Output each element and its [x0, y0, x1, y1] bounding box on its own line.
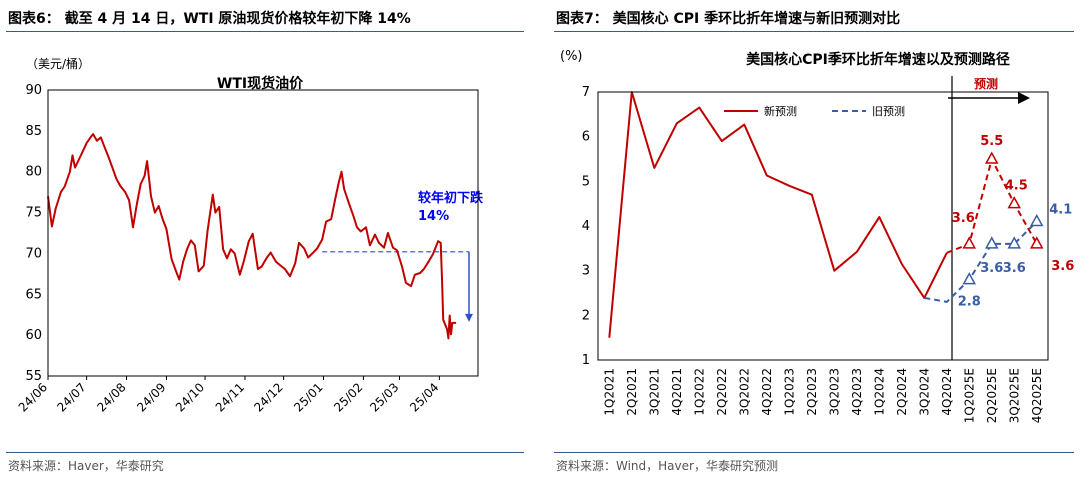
source-note: 资料来源：Haver，华泰研究	[8, 459, 164, 473]
x-tick-label: 3Q2025E	[1007, 368, 1021, 423]
panel-core-cpi: 图表7： 美国核心 CPI 季环比折年增速与新旧预测对比 1 2 3 4 5 6 7 1Q2…	[548, 0, 1080, 480]
y-tick-label: 7	[582, 85, 590, 100]
x-tick-label: 3Q2021	[647, 368, 661, 416]
x-tick-label: 1Q2025E	[962, 368, 976, 423]
y-tick-label: 85	[25, 124, 42, 139]
x-tick-label: 24/06	[16, 380, 50, 414]
title-rule	[6, 31, 524, 32]
new-forecast-label: 5.5	[980, 134, 1003, 149]
x-tick-labels: 1Q2021 2Q2021 3Q2021 4Q2021 1Q2022 2Q2022 3Q20…	[602, 368, 1044, 423]
old-forecast-marker	[962, 272, 977, 285]
y-tick-label: 70	[25, 246, 42, 261]
y-tick-label: 2	[582, 308, 590, 323]
figure-title: 图表6： 截至 4 月 14 日，WTI 原油现货价格较年初下降 14%	[8, 11, 411, 27]
x-tick-label: 24/10	[173, 380, 207, 414]
old-forecast-label: 2.8	[958, 295, 981, 310]
x-tick-label: 24/08	[94, 380, 128, 414]
old-forecast-marker	[984, 236, 999, 249]
x-tick-label: 1Q2022	[692, 368, 706, 416]
y-tick-labels: 55 60 65 70 75 80 85 90	[25, 83, 42, 384]
x-tick-label: 24/09	[134, 380, 168, 414]
old-forecast-label: 3.6	[980, 261, 1003, 276]
x-tick-label: 25/01	[291, 380, 325, 414]
chart-title: 美国核心CPI季环比折年增速以及预测路径	[746, 51, 1010, 68]
x-tick-label: 3Q2023	[827, 368, 841, 416]
chart-title: WTI现货油价	[217, 75, 304, 92]
old-forecast-label: 4.1	[1049, 203, 1072, 218]
x-tick-label: 2Q2023	[805, 368, 819, 416]
new-forecast-marker	[1007, 196, 1022, 209]
forecast-label: 预测	[974, 76, 998, 91]
x-tick-label: 24/11	[213, 380, 247, 414]
y-axis-label: （美元/桶）	[26, 56, 90, 71]
x-tick-label: 1Q2021	[602, 368, 616, 416]
x-tick-label: 1Q2023	[782, 368, 796, 416]
plot-frame	[47, 89, 479, 377]
x-tick-label: 2Q2022	[715, 368, 729, 416]
x-tick-label: 4Q2021	[670, 368, 684, 416]
y-tick-labels: 1 2 3 4 5 6 7	[582, 85, 590, 368]
x-tick-label: 3Q2024	[917, 368, 931, 416]
legend: 新预测 旧预测	[724, 104, 905, 118]
x-tick-label: 2Q2021	[625, 368, 639, 416]
x-tick-label: 25/02	[331, 380, 365, 414]
annotation-text: 较年初下跌	[418, 190, 484, 206]
y-tick-label: 3	[582, 264, 590, 279]
x-tick-label: 24/07	[54, 380, 88, 414]
old-forecast-marker	[1007, 236, 1022, 249]
panel-wti: 图表6： 截至 4 月 14 日，WTI 原油现货价格较年初下降 14% 55 6…	[0, 0, 530, 480]
figure-title: 图表7： 美国核心 CPI 季环比折年增速与新旧预测对比	[556, 11, 901, 27]
forecast-data-labels: 3.65.54.53.62.83.6 3.64.1	[952, 134, 1075, 310]
x-tick-label: 24/12	[251, 380, 285, 414]
new-forecast-marker	[1029, 236, 1044, 249]
new-forecast-label: 4.5	[1005, 179, 1028, 194]
y-tick-label: 6	[582, 130, 590, 145]
y-tick-label: 80	[25, 165, 42, 180]
source-note: 资料来源：Wind，Haver，华泰研究预测	[556, 459, 778, 473]
y-tick-label: 75	[25, 206, 42, 221]
new-forecast-marker	[984, 151, 999, 164]
new-forecast-marker	[962, 236, 977, 249]
actual-line	[608, 91, 948, 338]
wti-price-line	[47, 133, 457, 340]
old-forecast-line	[924, 220, 1038, 303]
x-tick-label: 4Q2023	[850, 368, 864, 416]
y-tick-label: 55	[25, 369, 42, 384]
source-rule	[6, 452, 524, 453]
legend-new-label: 新预测	[764, 104, 797, 118]
new-forecast-label: 3.6	[952, 211, 975, 226]
core-cpi-chart: 1 2 3 4 5 6 7 1Q2021 2Q2021 3Q2021 4Q2021 1Q2022 2Q…	[560, 49, 1075, 423]
y-tick-label: 90	[25, 83, 42, 98]
y-tick-label: 4	[582, 219, 590, 234]
y-tick-label: 5	[582, 174, 590, 189]
x-tick-label: 3Q2022	[737, 368, 751, 416]
old-forecast-label: 3.6	[1003, 261, 1026, 276]
x-tick-label: 4Q2022	[760, 368, 774, 416]
x-tick-label: 4Q2025E	[1030, 368, 1044, 423]
plot-frame	[597, 91, 1049, 361]
x-tick-label: 25/03	[367, 380, 401, 414]
x-tick-label: 2Q2025E	[985, 368, 999, 423]
x-tick-labels: 24/06 24/07 24/08 24/09 24/10 24/11 24/12 25/01…	[16, 376, 441, 415]
annotation-value: 14%	[418, 209, 449, 224]
x-tick-label: 25/04	[407, 380, 441, 414]
forecast-markers	[962, 151, 1044, 285]
old-forecast-marker	[1029, 213, 1044, 227]
x-tick-label: 1Q2024	[872, 368, 886, 416]
title-rule	[554, 31, 1074, 32]
x-tick-label: 4Q2024	[940, 368, 954, 416]
legend-old-label: 旧预测	[872, 105, 905, 118]
y-axis-label: (%)	[560, 49, 583, 64]
source-rule	[554, 452, 1074, 453]
y-tick-label: 65	[25, 287, 42, 302]
y-tick-label: 1	[582, 353, 590, 368]
y-tick-label: 60	[25, 328, 42, 343]
decline-arrowhead	[464, 313, 473, 322]
forecast-arrowhead	[1018, 92, 1030, 104]
new-forecast-label: 3.6	[1051, 259, 1074, 274]
x-tick-label: 2Q2024	[895, 368, 909, 416]
